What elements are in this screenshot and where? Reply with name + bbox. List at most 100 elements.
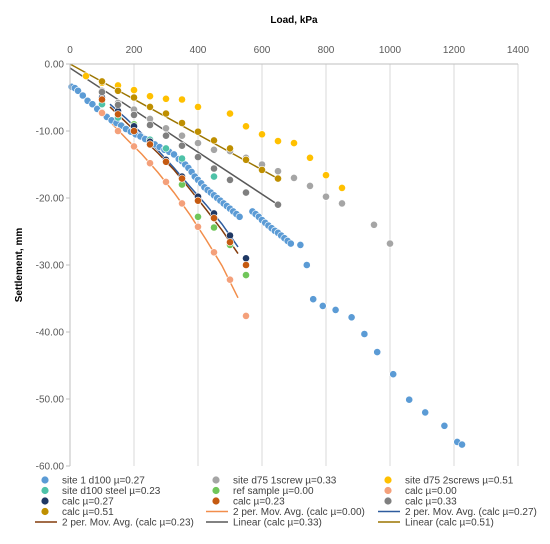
data-point-8 [194, 153, 202, 161]
data-point-2 [290, 139, 298, 147]
data-point-0 [309, 295, 318, 304]
legend-entry: calc µ=0.51 [62, 507, 114, 518]
data-point-0 [458, 440, 466, 449]
data-point-0 [88, 100, 97, 109]
data-point-0 [360, 330, 369, 338]
data-point-0 [235, 212, 244, 221]
data-point-2 [82, 72, 90, 80]
y-tick-label: -60.00 [36, 462, 65, 473]
y-axis-title: Settlement, mm [14, 228, 25, 303]
legend-marker [384, 497, 392, 505]
data-point-9 [194, 127, 202, 136]
data-point-7 [146, 140, 154, 149]
data-point-1 [290, 173, 298, 182]
data-point-5 [178, 199, 186, 208]
data-point-8 [210, 164, 218, 173]
legend-marker [384, 476, 392, 484]
data-point-0 [78, 91, 87, 100]
legend-entry: site 1 d100 µ=0.27 [62, 476, 145, 487]
data-point-8 [162, 131, 170, 140]
data-point-8 [274, 200, 282, 209]
data-point-2 [146, 92, 154, 101]
data-point-0 [347, 313, 356, 322]
data-point-1 [162, 124, 170, 133]
data-point-5 [210, 248, 218, 257]
data-point-7 [194, 196, 202, 205]
data-point-3 [210, 172, 218, 181]
x-tick-label: 800 [318, 45, 335, 56]
data-series [67, 63, 466, 449]
data-point-8 [242, 188, 250, 197]
data-point-2 [194, 103, 202, 111]
data-point-5 [226, 275, 234, 284]
data-point-7 [178, 174, 186, 183]
data-point-5 [194, 222, 202, 231]
legend-entry: calc µ=0.00 [405, 486, 457, 497]
data-point-9 [210, 136, 218, 145]
data-point-0 [389, 370, 398, 379]
data-point-8 [130, 111, 138, 119]
data-point-6 [242, 254, 250, 263]
data-point-8 [226, 175, 234, 184]
legend-entry: calc µ=0.23 [233, 497, 285, 508]
data-point-0 [405, 395, 414, 404]
data-point-7 [114, 110, 122, 119]
data-point-0 [170, 150, 178, 159]
data-point-2 [258, 130, 266, 139]
axes: 0 200 400 600 800 1000 1200 1400 0.00 -10.00 -20.0… [36, 45, 530, 473]
data-point-7 [130, 127, 138, 135]
data-point-3 [178, 154, 186, 163]
data-point-0 [286, 239, 295, 248]
legend-marker [212, 497, 220, 505]
data-point-2 [178, 95, 186, 104]
data-point-9 [130, 93, 138, 102]
y-tick-label: -30.00 [36, 261, 65, 272]
data-point-5 [114, 127, 122, 135]
x-tick-label: 1200 [443, 45, 466, 56]
data-point-9 [162, 109, 170, 118]
data-point-2 [162, 94, 170, 103]
data-point-0 [373, 348, 382, 356]
data-point-9 [178, 119, 186, 127]
data-point-5 [98, 109, 106, 117]
data-point-5 [242, 311, 250, 320]
legend-entry: ref sample µ=0.00 [233, 486, 314, 497]
legend-entry: 2 per. Mov. Avg. (calc µ=0.00) [233, 507, 365, 518]
legend-marker [212, 486, 220, 495]
data-point-0 [331, 305, 340, 314]
data-point-0 [440, 421, 449, 430]
x-tick-label: 200 [126, 45, 143, 56]
data-point-1 [306, 181, 314, 190]
y-tick-label: -20.00 [36, 194, 65, 205]
data-point-3 [162, 144, 170, 153]
data-point-9 [114, 86, 122, 95]
data-point-9 [146, 103, 154, 111]
data-point-4 [194, 212, 202, 221]
data-point-1 [322, 192, 330, 201]
data-point-9 [226, 144, 234, 153]
legend-entry: calc µ=0.27 [62, 497, 114, 508]
data-point-7 [226, 238, 234, 247]
data-point-2 [306, 153, 314, 162]
data-point-7 [162, 157, 170, 166]
legend-entry: 2 per. Mov. Avg. (calc µ=0.23) [62, 518, 194, 529]
data-point-4 [210, 223, 218, 232]
data-point-1 [274, 167, 282, 176]
legend-marker [41, 476, 49, 484]
data-point-6 [226, 231, 234, 240]
legend-marker [41, 497, 49, 505]
data-point-8 [98, 88, 106, 96]
data-point-8 [114, 101, 122, 109]
data-point-0 [74, 86, 82, 95]
data-point-8 [178, 141, 186, 150]
data-point-2 [274, 137, 282, 145]
data-point-1 [386, 239, 394, 248]
x-tick-label: 1400 [507, 45, 530, 56]
x-tick-label: 0 [67, 45, 73, 56]
data-point-7 [210, 214, 218, 222]
data-point-0 [302, 261, 311, 269]
data-point-0 [296, 240, 305, 249]
